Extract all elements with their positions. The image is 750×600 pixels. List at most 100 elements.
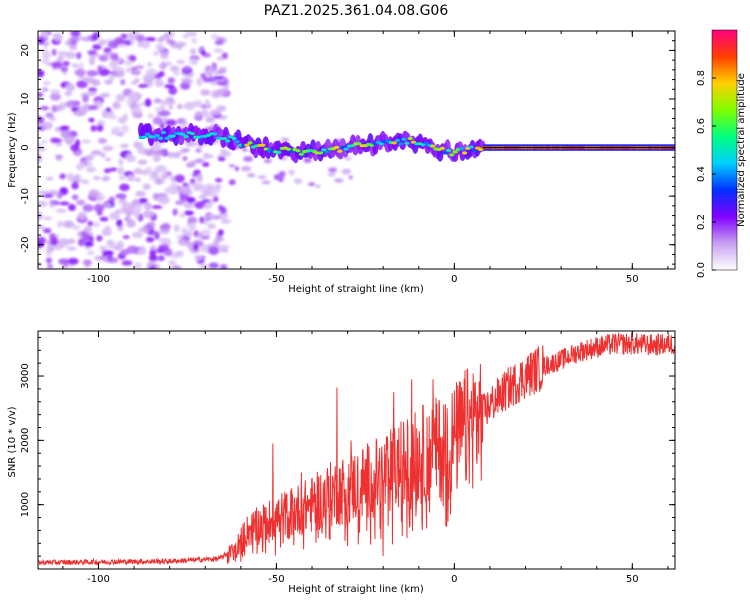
colorbar-tick-label: 0.0 (696, 262, 707, 278)
noise-blob (56, 220, 64, 228)
snr-y-tick-label: 3000 (20, 363, 31, 388)
noise-blob (42, 227, 52, 234)
noise-blob (55, 208, 67, 213)
ridge-core (439, 146, 445, 151)
noise-blob (82, 161, 89, 166)
noise-blob (67, 238, 76, 244)
noise-blob (62, 60, 70, 67)
ridge-core (141, 135, 148, 139)
noise-blob (49, 92, 61, 101)
ridge-core (244, 143, 250, 147)
noise-blob (102, 145, 114, 152)
noise-blob (217, 156, 226, 162)
noise-blob (167, 77, 176, 84)
figure-title: PAZ1.2025.361.04.08.G06 (264, 3, 449, 19)
ridge-core (430, 144, 436, 148)
noise-blob (92, 44, 102, 50)
noise-blob (104, 52, 111, 56)
noise-blob (109, 212, 120, 220)
noise-blob (160, 99, 166, 109)
noise-blob (66, 246, 77, 251)
noise-blob (59, 201, 70, 206)
noise-blob (195, 148, 202, 153)
noise-blob (38, 236, 46, 245)
noise-blob (105, 107, 112, 113)
ridge-core (317, 151, 324, 155)
noise-blob (58, 238, 70, 247)
noise-blob (164, 84, 175, 89)
noise-blob (97, 65, 103, 73)
noise-blob (219, 66, 227, 75)
noise-blob (66, 172, 75, 180)
noise-blob (197, 232, 203, 239)
noise-blob (168, 86, 178, 95)
noise-blob (198, 195, 208, 199)
noise-blob (216, 81, 228, 86)
ridge-core (225, 139, 231, 143)
spectrogram-frame (37, 30, 676, 270)
noise-blob (185, 141, 196, 147)
noise-blob (174, 174, 185, 183)
noise-blob (82, 259, 93, 266)
noise-blob (280, 137, 290, 143)
noise-blob (41, 58, 50, 64)
noise-blob (69, 36, 80, 43)
noise-blob (77, 211, 87, 220)
noise-blob (121, 202, 132, 211)
noise-blob (49, 200, 60, 204)
ridge-core (407, 136, 413, 141)
noise-blob (46, 62, 52, 67)
noise-blob (38, 225, 45, 230)
ridge-core (289, 149, 295, 154)
noise-blob (165, 119, 177, 127)
noise-blob (153, 98, 163, 104)
ridge-core (458, 147, 465, 151)
noise-blob (181, 120, 188, 127)
noise-blob (204, 99, 211, 108)
noise-blob (63, 135, 75, 144)
noise-blob (38, 143, 43, 148)
noise-blob (137, 159, 148, 165)
noise-blob (135, 190, 146, 197)
noise-blob (206, 214, 218, 219)
ridge-core (221, 136, 228, 141)
noise-blob (90, 150, 103, 156)
noise-blob (223, 85, 230, 90)
noise-blob (184, 210, 194, 216)
spectral-ridge (138, 122, 675, 164)
noise-blob (288, 169, 295, 176)
noise-blob (71, 63, 79, 68)
noise-blob (154, 79, 164, 88)
noise-blob (119, 183, 130, 192)
noise-blob (308, 182, 316, 187)
snr-panel: -100 -50 0 50 1000 2000 3000 Height of straig… (7, 330, 676, 595)
ridge-core (468, 145, 474, 149)
noise-blob (176, 234, 183, 239)
snr-x-tick-label: -50 (268, 574, 284, 585)
noise-blob (156, 111, 167, 117)
noise-blob (183, 65, 191, 72)
noise-blob (208, 262, 219, 269)
noise-blob (50, 237, 59, 246)
ridge-core (180, 132, 186, 136)
noise-blob (134, 262, 142, 269)
spectrogram-y-tick-label: -20 (20, 237, 31, 253)
noise-blob (86, 250, 95, 256)
noise-blob (159, 227, 170, 235)
noise-blob (42, 31, 49, 38)
noise-blob (214, 40, 224, 45)
ridge-core (170, 134, 176, 138)
noise-blob (212, 75, 224, 80)
noise-blob (149, 265, 157, 269)
noise-blob (59, 187, 69, 196)
noise-blob (159, 123, 165, 130)
noise-blob (83, 225, 93, 234)
noise-blob (202, 77, 213, 83)
noise-blob (109, 73, 115, 81)
noise-blob (189, 58, 199, 65)
snr-x-tick-label: -100 (87, 574, 110, 585)
noise-blob (174, 200, 185, 205)
ridge-core (231, 136, 237, 141)
noise-blob (213, 237, 220, 244)
